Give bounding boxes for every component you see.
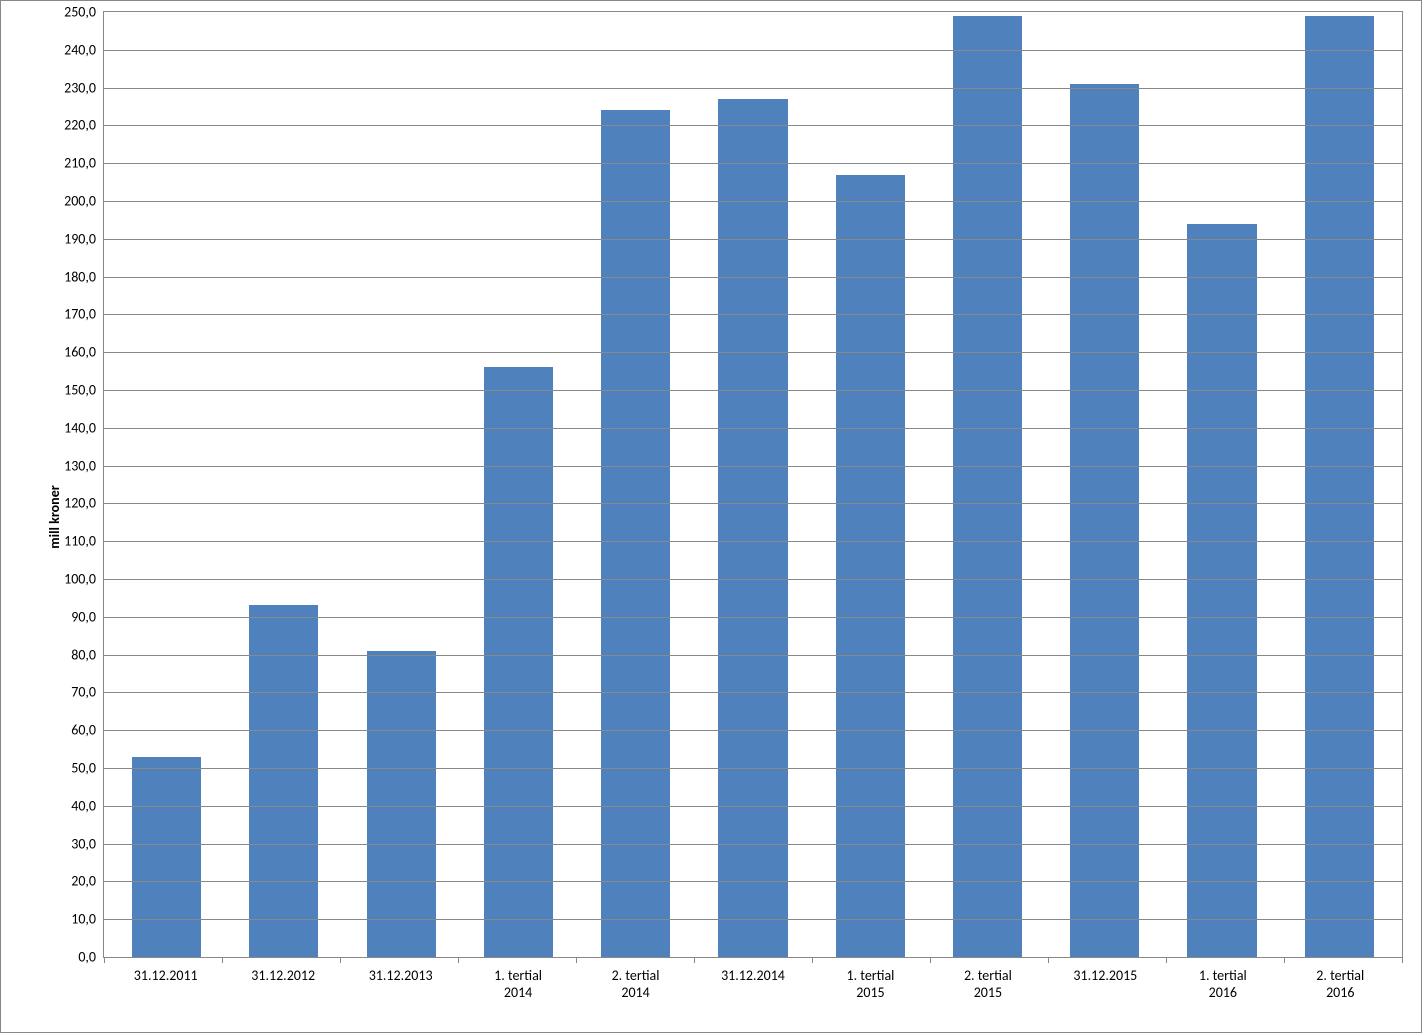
y-tick-label: 40,0 xyxy=(71,797,96,814)
grid-line xyxy=(104,201,1402,202)
grid-line xyxy=(104,503,1402,504)
grid-line xyxy=(104,125,1402,126)
y-tick-label: 130,0 xyxy=(64,457,96,474)
bar-slot xyxy=(108,12,225,957)
plot-area: 0,010,020,030,040,050,060,070,080,090,01… xyxy=(103,11,1403,958)
x-axis-label: 31.12.2015 xyxy=(1047,962,1164,1022)
bar xyxy=(1070,84,1139,957)
x-axis-label: 31.12.2011 xyxy=(107,962,224,1022)
bar xyxy=(132,757,201,957)
y-tick-label: 240,0 xyxy=(64,41,96,58)
bars-area xyxy=(104,12,1402,957)
bar xyxy=(367,651,436,957)
y-tick-label: 140,0 xyxy=(64,419,96,436)
chart-inner: mill kroner 0,010,020,030,040,050,060,07… xyxy=(15,11,1407,1022)
plot-wrap: 0,010,020,030,040,050,060,070,080,090,01… xyxy=(103,11,1403,958)
grid-line xyxy=(104,541,1402,542)
bar-slot xyxy=(225,12,342,957)
grid-line xyxy=(104,390,1402,391)
bar-slot xyxy=(1281,12,1398,957)
grid-line xyxy=(104,277,1402,278)
bar-slot xyxy=(577,12,694,957)
y-tick-label: 190,0 xyxy=(64,230,96,247)
grid-line xyxy=(104,844,1402,845)
bar xyxy=(484,367,553,957)
y-tick-label: 180,0 xyxy=(64,268,96,285)
y-tick-label: 150,0 xyxy=(64,382,96,399)
y-tick-label: 250,0 xyxy=(64,4,96,21)
grid-line xyxy=(104,617,1402,618)
y-tick-label: 100,0 xyxy=(64,571,96,588)
x-axis-label: 31.12.2013 xyxy=(342,962,459,1022)
grid-line xyxy=(104,239,1402,240)
x-axis-label: 2. tertial2014 xyxy=(577,962,694,1022)
x-axis-label: 31.12.2014 xyxy=(694,962,811,1022)
x-axis-label: 1. tertial2014 xyxy=(459,962,576,1022)
grid-line xyxy=(104,466,1402,467)
bar xyxy=(836,175,905,957)
y-tick-label: 0,0 xyxy=(78,949,96,966)
bar-slot xyxy=(460,12,577,957)
y-axis-label: mill kroner xyxy=(46,485,63,548)
grid-line xyxy=(104,919,1402,920)
x-axis-label: 2. tertial2016 xyxy=(1282,962,1399,1022)
bar xyxy=(249,605,318,957)
y-tick-label: 10,0 xyxy=(71,911,96,928)
grid-line xyxy=(104,88,1402,89)
grid-line xyxy=(104,692,1402,693)
grid-line xyxy=(104,806,1402,807)
y-tick-label: 230,0 xyxy=(64,79,96,96)
bar-slot xyxy=(694,12,811,957)
x-axis-label: 1. tertial2015 xyxy=(812,962,929,1022)
bar-slot xyxy=(812,12,929,957)
y-tick-label: 210,0 xyxy=(64,155,96,172)
y-tick-label: 200,0 xyxy=(64,193,96,210)
y-tick-label: 160,0 xyxy=(64,344,96,361)
chart-container: mill kroner 0,010,020,030,040,050,060,07… xyxy=(0,0,1422,1033)
grid-line xyxy=(104,50,1402,51)
bar-slot xyxy=(343,12,460,957)
y-tick-label: 50,0 xyxy=(71,760,96,777)
y-tick-label: 60,0 xyxy=(71,722,96,739)
y-tick-label: 70,0 xyxy=(71,684,96,701)
x-axis-label: 1. tertial2016 xyxy=(1164,962,1281,1022)
bar xyxy=(1187,224,1256,957)
grid-line xyxy=(104,730,1402,731)
grid-line xyxy=(104,655,1402,656)
bar-slot xyxy=(929,12,1046,957)
grid-line xyxy=(104,881,1402,882)
bar-slot xyxy=(1046,12,1163,957)
grid-line xyxy=(104,314,1402,315)
bar xyxy=(718,99,787,957)
y-tick-label: 220,0 xyxy=(64,117,96,134)
grid-line xyxy=(104,352,1402,353)
grid-line xyxy=(104,163,1402,164)
bar xyxy=(953,16,1022,957)
y-tick-label: 170,0 xyxy=(64,306,96,323)
bar xyxy=(1305,16,1374,957)
bar xyxy=(601,110,670,957)
bar-slot xyxy=(1163,12,1280,957)
grid-line xyxy=(104,768,1402,769)
x-axis-label: 2. tertial2015 xyxy=(929,962,1046,1022)
grid-line xyxy=(104,428,1402,429)
y-tick-label: 110,0 xyxy=(64,533,96,550)
y-tick-label: 20,0 xyxy=(71,873,96,890)
grid-line xyxy=(104,579,1402,580)
x-axis-label: 31.12.2012 xyxy=(224,962,341,1022)
y-tick-label: 80,0 xyxy=(71,646,96,663)
y-tick-label: 30,0 xyxy=(71,835,96,852)
y-tick-label: 120,0 xyxy=(64,495,96,512)
y-tick-label: 90,0 xyxy=(71,608,96,625)
x-axis-labels: 31.12.201131.12.201231.12.20131. tertial… xyxy=(103,962,1403,1022)
